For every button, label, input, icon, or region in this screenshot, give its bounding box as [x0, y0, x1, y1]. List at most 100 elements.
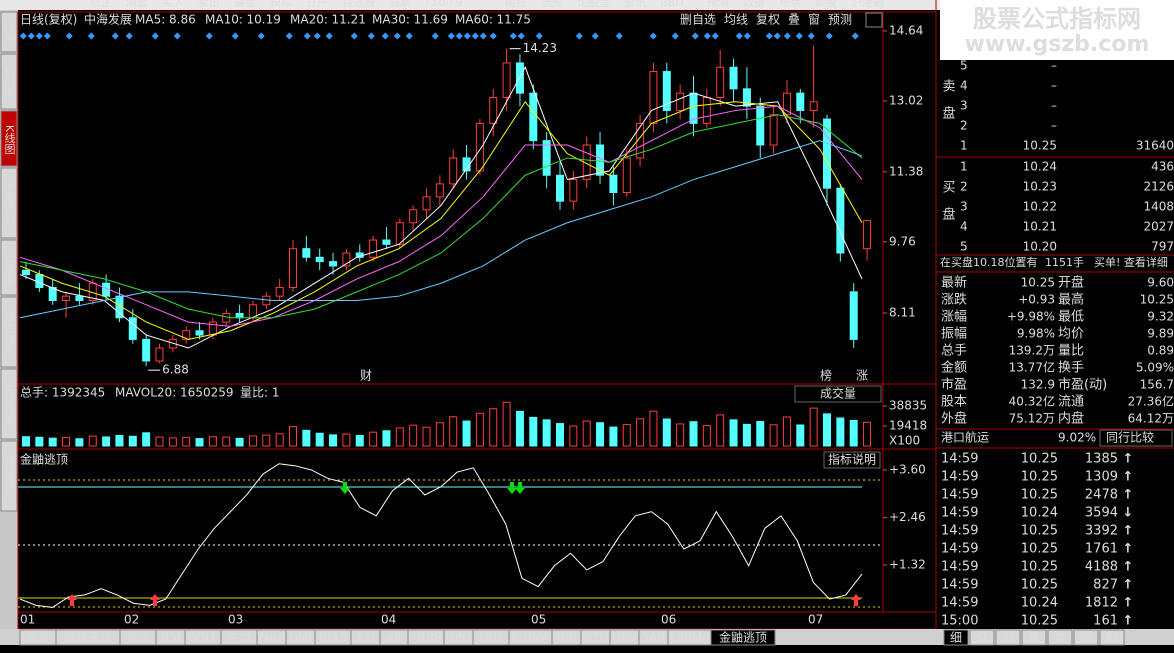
side-tab-label[interactable]: 焰 — [1054, 630, 1066, 645]
sidebar-tab[interactable] — [0, 53, 18, 110]
watermark-box — [940, 0, 1174, 60]
chart-button[interactable]: 复权 — [756, 13, 780, 27]
side-tab-label[interactable]: 分 — [1002, 631, 1014, 645]
menu-item[interactable]: 沪港通 — [851, 0, 884, 9]
side-tab[interactable] — [995, 629, 1021, 646]
volume-bar — [329, 434, 338, 447]
indicator-button-label[interactable]: 指标说明 — [828, 452, 876, 467]
menu-item[interactable]: 预测 — [707, 0, 729, 9]
menu-item[interactable]: 新股 — [815, 0, 837, 9]
stat-label: 股本 — [941, 395, 967, 410]
book-notice[interactable]: 买单! 查看详细 — [1094, 255, 1168, 269]
compare-label[interactable]: 同行比较 — [1106, 430, 1154, 445]
indicator-tab-label[interactable]: TRIX — [476, 631, 504, 645]
volume-button-label[interactable]: 成交量 — [820, 386, 856, 401]
menu-item[interactable]: 画线 — [505, 0, 527, 9]
sidebar-label[interactable]: 自选股 — [3, 252, 16, 286]
indicator-tab-label[interactable]: 金鼬逃顶 — [719, 630, 767, 645]
side-tab[interactable] — [943, 629, 969, 646]
event-marker: 财 — [360, 369, 372, 383]
stat-value: +0.93 — [1018, 293, 1055, 307]
sidebar-label[interactable]: K线图 — [3, 125, 16, 155]
sidebar-tab[interactable] — [0, 110, 18, 167]
side-tab[interactable] — [1021, 629, 1047, 646]
candle-body — [275, 287, 284, 297]
menu-item[interactable]: F10/F9 — [425, 0, 462, 9]
indicator-button[interactable] — [823, 451, 881, 469]
sidebar-label[interactable]: 综合排名 — [3, 310, 16, 355]
indicator-tab-label[interactable]: 指标平台 — [64, 630, 112, 645]
sidebar-tab[interactable] — [0, 440, 18, 512]
indicator-tab-label[interactable]: SAR — [641, 631, 665, 645]
menu-item[interactable]: 热点 — [779, 0, 801, 9]
menu-item[interactable]: BBD — [660, 0, 684, 9]
side-tab-label[interactable]: 筹 — [1028, 631, 1040, 645]
sidebar-tab[interactable] — [0, 11, 18, 53]
menu-item[interactable]: 修正 — [90, 0, 112, 9]
volume-bar — [102, 436, 111, 447]
book-volume: 2126 — [1143, 180, 1174, 194]
indicator-tab-label[interactable]: BIAS — [319, 631, 347, 645]
sidebar-label[interactable]: 应用 — [3, 21, 16, 45]
menu-item[interactable]: 自选股 — [342, 0, 375, 9]
menu-item[interactable]: 卖出 — [198, 0, 220, 9]
side-tab-label[interactable]: 价 — [976, 631, 988, 645]
side-tab[interactable] — [1099, 629, 1125, 646]
indicator-tab-label[interactable]: BOLL — [188, 631, 219, 645]
indicator-tab-label[interactable]: MTM — [581, 631, 609, 645]
side-tab-label[interactable]: 财 — [1106, 631, 1118, 645]
x-tick-label: 05 — [531, 613, 546, 627]
volume-bar — [208, 436, 217, 447]
chart-button[interactable]: 预测 — [828, 13, 852, 27]
menu-item[interactable]: 基金 — [234, 0, 256, 9]
chart-button[interactable]: 删自选 — [680, 13, 716, 27]
indicator-tab-label[interactable]: DPO — [446, 631, 472, 645]
chart-button[interactable]: 叠 — [788, 13, 800, 27]
indicator-tab-label[interactable]: BBI — [556, 631, 576, 645]
indicator-tab-label[interactable]: ASI — [356, 631, 375, 645]
indicator-tab-label[interactable]: 新DMA — [511, 630, 552, 645]
indicator-tab-label[interactable]: W&R — [257, 631, 287, 645]
indicator-tab-label[interactable]: EXPMA — [669, 631, 711, 645]
indicator-tab-label[interactable]: 资讯 — [126, 631, 150, 645]
menu-item[interactable]: 开户 — [306, 0, 328, 9]
indicator-tab-label[interactable]: 主力 — [227, 631, 251, 645]
sidebar-label[interactable]: 个股资料 — [3, 182, 16, 227]
indicator-tab-label[interactable]: DMI — [289, 631, 312, 645]
menu-item[interactable]: 周期 — [389, 0, 411, 9]
menu-item[interactable]: 论股堂 — [577, 0, 610, 9]
sidebar-tab[interactable] — [0, 296, 18, 368]
tick-volume: 1309 — [1085, 470, 1118, 485]
side-tab[interactable] — [1073, 629, 1099, 646]
indicator-tab[interactable] — [710, 629, 776, 646]
menu-item[interactable]: 资讯 — [624, 0, 646, 9]
volume-button[interactable] — [794, 385, 882, 403]
menu-item[interactable]: 选股 — [541, 0, 563, 9]
indicator-tab-label[interactable]: ARBR — [409, 631, 442, 645]
chart-button[interactable]: 窗 — [808, 13, 820, 27]
indicator-tab-label[interactable]: OBV — [612, 631, 638, 645]
side-tab[interactable] — [1047, 629, 1073, 646]
sidebar-tab[interactable] — [0, 368, 18, 440]
candle-body — [302, 248, 311, 258]
menu-item[interactable]: 模拟 — [270, 0, 292, 9]
tick-price: 10.25 — [1021, 452, 1058, 467]
side-tab-label[interactable]: 细 — [950, 631, 962, 645]
sidebar-tab[interactable] — [0, 167, 18, 239]
volume-bar — [809, 407, 818, 447]
side-tab[interactable] — [969, 629, 995, 646]
sidebar-label[interactable]: 分时图 — [3, 66, 16, 100]
indicator-tab-label[interactable]: 设置 — [26, 631, 50, 645]
menu-item[interactable]: 测量 — [126, 0, 148, 9]
compare-button[interactable] — [1099, 429, 1173, 447]
dropdown[interactable] — [865, 12, 883, 28]
sidebar-label[interactable]: 超级盘口 — [3, 454, 16, 499]
side-tab-label[interactable]: 指 — [1080, 630, 1092, 645]
chart-button[interactable]: 均线 — [724, 13, 748, 27]
indicator-tab-label[interactable]: RSI — [161, 631, 181, 645]
indicator-tab-label[interactable]: VR — [386, 631, 403, 645]
sidebar-label[interactable]: 牛叉诊股 — [3, 382, 16, 428]
menu-item[interactable]: 买入 — [162, 0, 184, 9]
sidebar-tab[interactable] — [0, 239, 18, 296]
menu-item[interactable]: 数据 — [743, 0, 765, 9]
